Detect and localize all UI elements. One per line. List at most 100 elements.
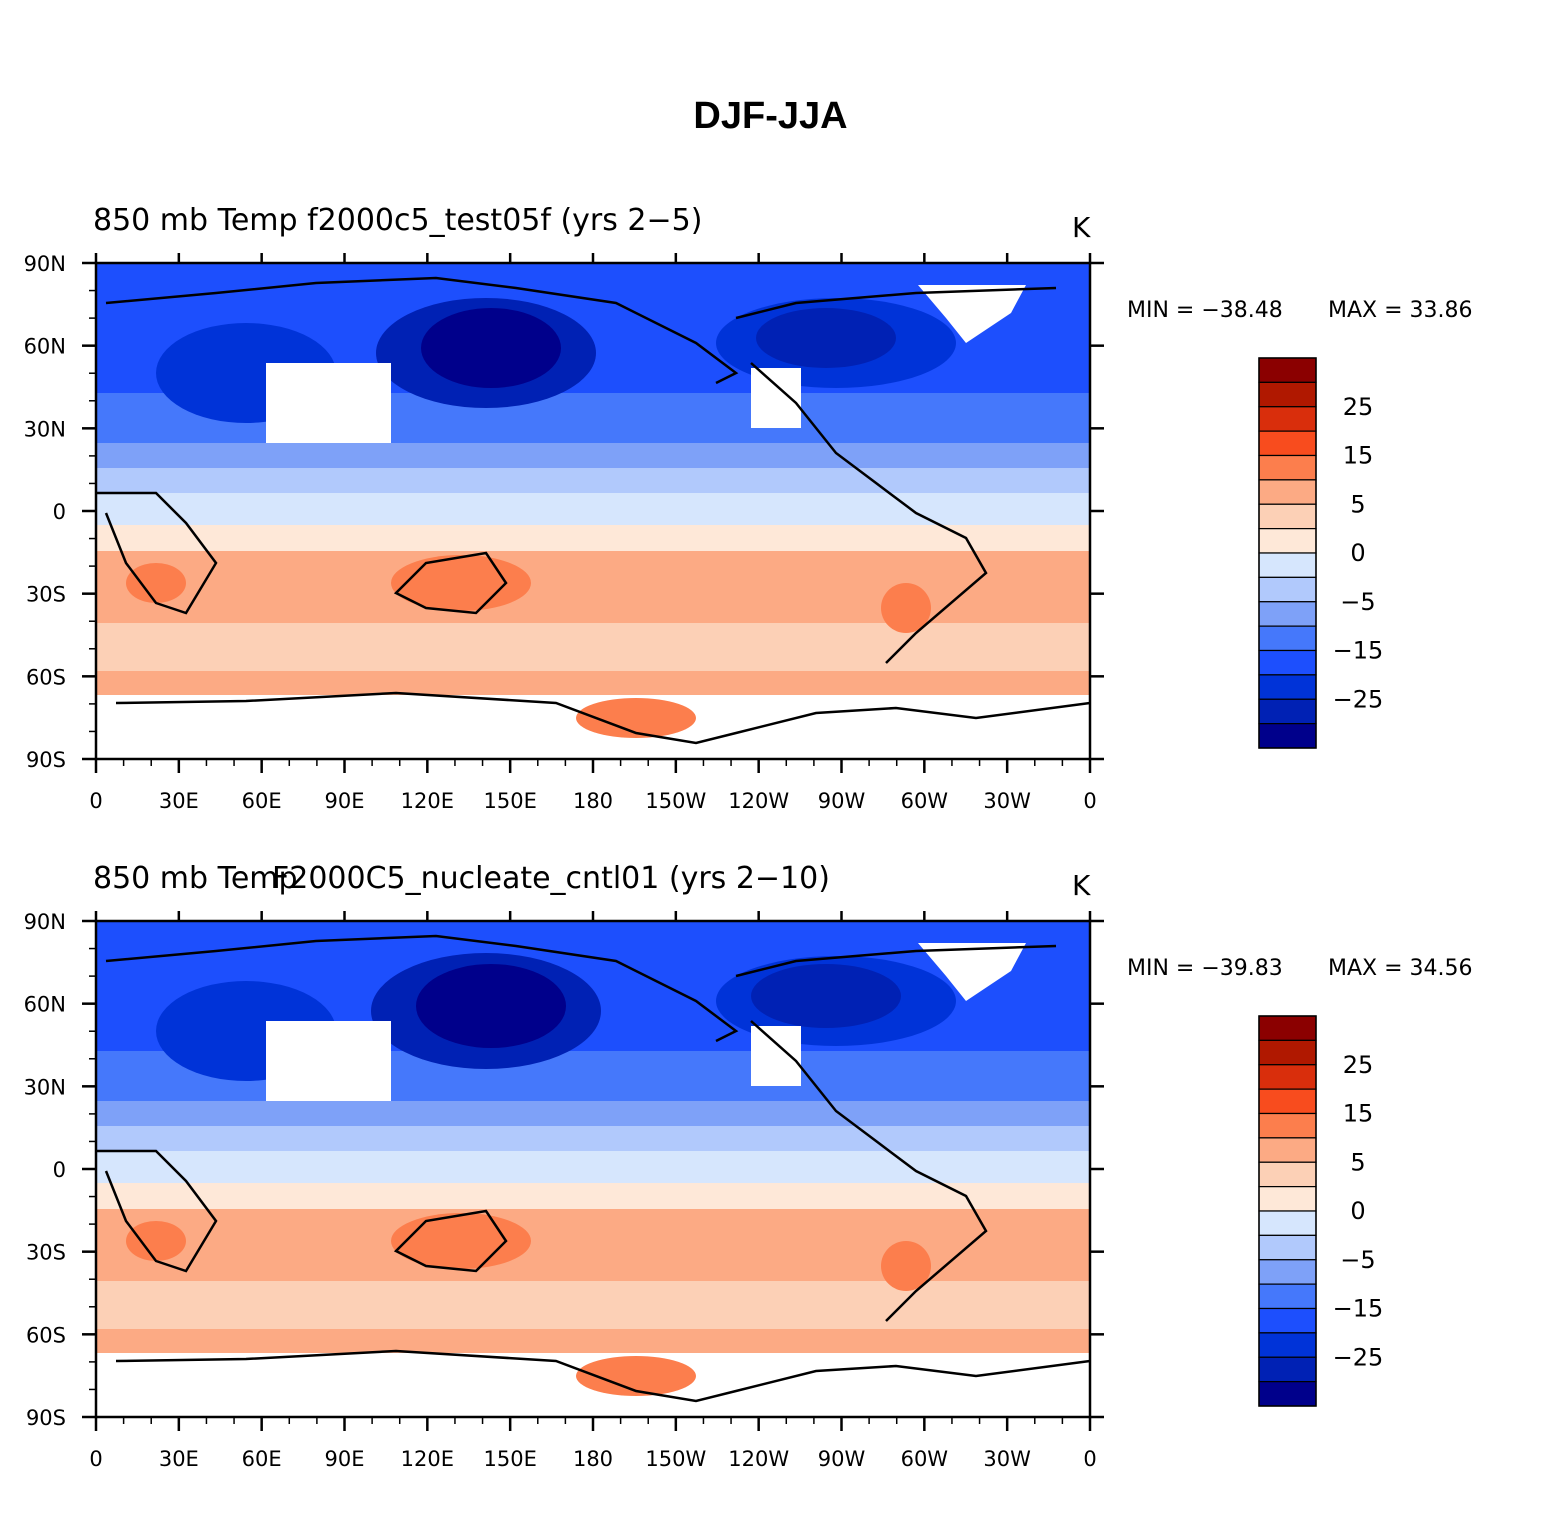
colorbar: 25 15 5 0 −5 −15 −25 xyxy=(1258,1015,1384,1407)
y-tick-label: 60N xyxy=(24,993,66,1017)
x-tick-label: 90W xyxy=(818,789,866,813)
y-tick-label: 30S xyxy=(26,1241,66,1265)
colorbar-label: 5 xyxy=(1350,1148,1365,1176)
colorbar-label: −15 xyxy=(1333,637,1384,665)
canada-core xyxy=(756,308,896,368)
y-tick-label: 90N xyxy=(24,910,66,934)
colorbar-label: −15 xyxy=(1333,1295,1384,1323)
max-label: MAX = 33.86 xyxy=(1328,298,1473,323)
map-area xyxy=(82,911,1104,1431)
rockies-mask xyxy=(751,1026,801,1086)
x-tick-label: 180 xyxy=(573,789,613,813)
canada-core xyxy=(751,964,901,1028)
tibet-mask xyxy=(266,1021,391,1101)
siberia-core xyxy=(421,308,561,388)
colorbar-segment xyxy=(1258,552,1317,578)
australia-warm xyxy=(391,555,531,611)
x-tick-label: 180 xyxy=(573,1447,613,1471)
band-tropic-s xyxy=(96,1183,1090,1213)
map-panel-top: 850 mb Temp f2000c5_test05f (yrs 2−5) K xyxy=(24,203,1473,813)
y-tick-label: 90S xyxy=(26,748,66,772)
x-tick-label: 90E xyxy=(325,1447,365,1471)
africa-warm xyxy=(126,1221,186,1261)
antarctic-warm xyxy=(576,1356,696,1396)
colorbar-frame xyxy=(1258,357,1317,749)
band-subtropic-s xyxy=(96,1209,1090,1284)
x-tick-label: 0 xyxy=(89,1447,102,1471)
main-title: DJF-JJA xyxy=(693,95,848,137)
x-tick-label: 0 xyxy=(1083,1447,1096,1471)
siberia-core xyxy=(416,964,566,1048)
tibet-mask xyxy=(266,363,391,443)
colorbar-label: 15 xyxy=(1343,1100,1374,1128)
y-tick-label: 90S xyxy=(26,1406,66,1430)
colorbar-segment xyxy=(1258,503,1317,530)
colorbar-segment xyxy=(1258,1015,1317,1041)
australia-warm xyxy=(391,1213,531,1269)
x-tick-label: 30E xyxy=(159,1447,199,1471)
colorbar-segment xyxy=(1258,649,1317,676)
min-label: MIN = −39.83 xyxy=(1127,956,1283,981)
y-tick-label: 60S xyxy=(26,665,66,689)
colorbar-segment xyxy=(1258,1283,1317,1310)
colorbar-segment xyxy=(1258,1381,1317,1407)
colorbar-segment xyxy=(1258,1234,1317,1261)
panel-title: 850 mb Temp f2000c5_test05f (yrs 2−5) xyxy=(93,203,702,238)
colorbar-segment xyxy=(1258,430,1317,457)
x-axis-labels: 0 30E 60E 90E 120E 150E 180 150W 120W 90W 60W 30W 0 xyxy=(89,1447,1096,1471)
coastline-path xyxy=(96,934,1090,1403)
colorbar-segment xyxy=(1258,1088,1317,1115)
colorbar: 25 15 5 0 −5 −15 −25 xyxy=(1258,357,1384,749)
colorbar-label: −25 xyxy=(1333,685,1384,713)
colorbar-label: 0 xyxy=(1350,1197,1365,1225)
y-tick-label: 90N xyxy=(24,252,66,276)
y-axis-labels: 90N 60N 30N 0 30S 60S 90S xyxy=(24,252,66,772)
y-tick-label: 60N xyxy=(24,335,66,359)
band-subtropic-s xyxy=(96,551,1090,626)
x-tick-label: 150W xyxy=(645,789,706,813)
x-tick-label: 60E xyxy=(242,1447,282,1471)
colorbar-segment xyxy=(1258,674,1317,700)
colorbar-frame xyxy=(1258,1015,1317,1407)
y-tick-label: 0 xyxy=(53,500,66,524)
min-label: MIN = −38.48 xyxy=(1127,298,1283,323)
colorbar-segment xyxy=(1258,528,1317,554)
y-axis-labels: 90N 60N 30N 0 30S 60S 90S xyxy=(24,910,66,1430)
colorbar-segment xyxy=(1258,1356,1317,1383)
band-tropic-s xyxy=(96,525,1090,555)
colorbar-segment xyxy=(1258,454,1317,481)
x-tick-label: 30W xyxy=(983,1447,1031,1471)
x-tick-label: 30W xyxy=(983,789,1031,813)
colorbar-segment xyxy=(1258,1186,1317,1212)
x-tick-label: 150E xyxy=(483,1447,536,1471)
colorbar-segment xyxy=(1258,601,1317,627)
y-tick-label: 30N xyxy=(24,1075,66,1099)
colorbar-segment xyxy=(1258,1112,1317,1139)
x-tick-label: 90E xyxy=(325,789,365,813)
colorbar-label: −5 xyxy=(1340,588,1375,616)
colorbar-segment xyxy=(1258,1332,1317,1358)
map-area xyxy=(82,253,1104,773)
colorbar-segment xyxy=(1258,357,1317,383)
colorbar-segment xyxy=(1258,1210,1317,1236)
colorbar-segment xyxy=(1258,1307,1317,1334)
panel-title: 850 mb Temp xyxy=(93,861,298,896)
colorbar-label: 5 xyxy=(1350,490,1365,518)
x-tick-label: 60E xyxy=(242,789,282,813)
y-tick-label: 30N xyxy=(24,417,66,441)
colorbar-label: 25 xyxy=(1343,1051,1374,1079)
x-tick-label: 120E xyxy=(401,1447,454,1471)
x-tick-label: 120W xyxy=(728,1447,789,1471)
colorbar-segment xyxy=(1258,1259,1317,1285)
x-tick-label: 150E xyxy=(483,789,536,813)
antarctic-warm xyxy=(576,698,696,738)
units-label: K xyxy=(1072,211,1091,244)
coastline-path xyxy=(96,276,1090,745)
colorbar-segment xyxy=(1258,1039,1317,1066)
africa-warm xyxy=(126,563,186,603)
band-south-mid xyxy=(96,1281,1090,1336)
colorbar-segment xyxy=(1258,479,1317,505)
map-panel-bottom: 850 mb Temp F2000C5_nucleate_cntl01 (yrs… xyxy=(24,861,1473,1471)
y-tick-label: 30S xyxy=(26,583,66,607)
x-tick-label: 60W xyxy=(901,1447,949,1471)
